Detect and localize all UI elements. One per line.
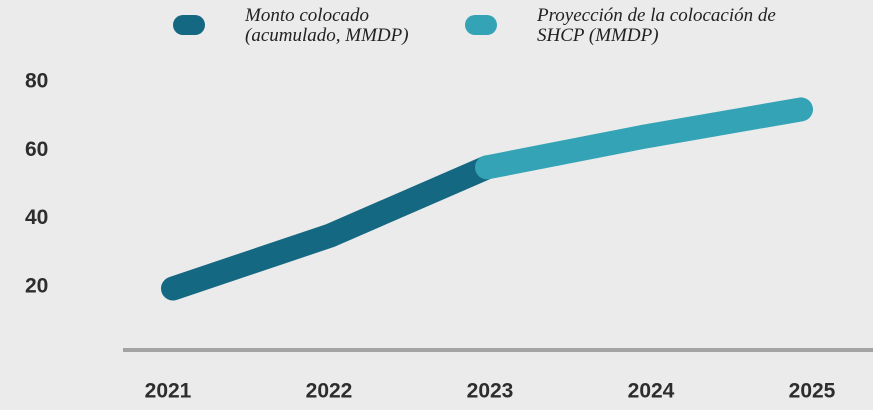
y-tick-label: 60 (25, 138, 48, 161)
legend-swatch (465, 15, 497, 35)
legend-label: Monto colocado (acumulado, MMDP) (245, 5, 409, 46)
x-tick-label: 2023 (467, 380, 514, 403)
y-tick-label: 80 (25, 70, 48, 93)
legend-item: Monto colocado (acumulado, MMDP) (173, 6, 445, 46)
series-line (475, 97, 813, 180)
x-tick-label: 2024 (628, 380, 675, 403)
x-tick-label: 2021 (145, 380, 192, 403)
legend-swatch (173, 15, 205, 35)
x-tick-label: 2025 (789, 380, 836, 403)
legend-item: Proyección de la colocación de SHCP (MMD… (465, 6, 787, 46)
series-line (161, 155, 499, 301)
x-tick-label: 2022 (306, 380, 353, 403)
y-tick-label: 20 (25, 274, 48, 297)
legend-label: Proyección de la colocación de SHCP (MMD… (537, 5, 776, 46)
y-tick-label: 40 (25, 206, 48, 229)
